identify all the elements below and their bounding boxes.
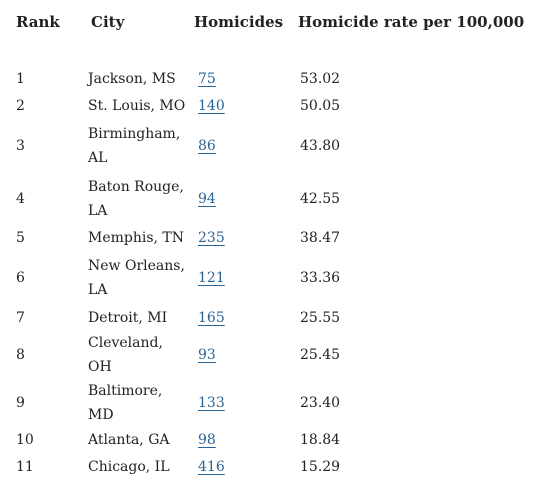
homicides-cell: 416: [187, 454, 295, 480]
table-row: 6 New Orleans, LA 121 33.36: [0, 252, 543, 305]
homicides-cell: 86: [187, 119, 295, 172]
homicides-link[interactable]: 86: [198, 138, 216, 154]
table-row: 7 Detroit, MI 165 25.55: [0, 305, 543, 332]
homicides-cell: 94: [187, 172, 295, 225]
rank-cell: 3: [0, 119, 72, 172]
city-cell: New Orleans, LA: [72, 252, 187, 305]
city-cell: Jackson, MS: [72, 66, 187, 93]
city-cell: Birmingham, AL: [72, 119, 187, 172]
homicides-link[interactable]: 235: [198, 230, 225, 246]
homicides-link[interactable]: 133: [198, 395, 225, 411]
rank-cell: 9: [0, 379, 72, 427]
rate-cell: 25.45: [295, 331, 543, 379]
rate-cell: 38.47: [295, 225, 543, 252]
table-row: 5 Memphis, TN 235 38.47: [0, 225, 543, 252]
table-row: 11 Chicago, IL 416 15.29: [0, 454, 543, 480]
city-column-header: City: [72, 0, 187, 53]
homicides-link[interactable]: 94: [198, 191, 216, 207]
homicides-column-header: Homicides: [187, 0, 295, 53]
rank-cell: 10: [0, 427, 72, 454]
homicides-link[interactable]: 416: [198, 459, 225, 475]
homicides-cell: 235: [187, 225, 295, 252]
rate-cell: 43.80: [295, 119, 543, 172]
homicides-cell: 98: [187, 427, 295, 454]
header-spacer: [0, 53, 543, 66]
city-cell: Baton Rouge, LA: [72, 172, 187, 225]
city-cell: Detroit, MI: [72, 305, 187, 332]
table-row: 8 Cleveland, OH 93 25.45: [0, 331, 543, 379]
table-row: 3 Birmingham, AL 86 43.80: [0, 119, 543, 172]
homicides-link[interactable]: 98: [198, 432, 216, 448]
rate-cell: 50.05: [295, 93, 543, 120]
homicides-cell: 93: [187, 331, 295, 379]
table-row: 1 Jackson, MS 75 53.02: [0, 66, 543, 93]
rank-cell: 2: [0, 93, 72, 120]
homicides-link[interactable]: 165: [198, 310, 225, 326]
rate-cell: 25.55: [295, 305, 543, 332]
rank-cell: 5: [0, 225, 72, 252]
homicides-link[interactable]: 121: [198, 270, 225, 286]
city-cell: Chicago, IL: [72, 454, 187, 480]
homicides-cell: 121: [187, 252, 295, 305]
city-cell: Memphis, TN: [72, 225, 187, 252]
header-row: Rank City Homicides Homicide rate per 10…: [0, 0, 543, 53]
city-cell: Cleveland, OH: [72, 331, 187, 379]
rank-cell: 7: [0, 305, 72, 332]
homicides-link[interactable]: 75: [198, 71, 216, 87]
rate-cell: 53.02: [295, 66, 543, 93]
table-row: 2 St. Louis, MO 140 50.05: [0, 93, 543, 120]
city-cell: St. Louis, MO: [72, 93, 187, 120]
rank-cell: 8: [0, 331, 72, 379]
homicides-cell: 140: [187, 93, 295, 120]
city-cell: Baltimore, MD: [72, 379, 187, 427]
city-cell: Atlanta, GA: [72, 427, 187, 454]
rank-cell: 1: [0, 66, 72, 93]
rate-column-header: Homicide rate per 100,000: [295, 0, 543, 53]
table-row: 4 Baton Rouge, LA 94 42.55: [0, 172, 543, 225]
rank-column-header: Rank: [0, 0, 72, 53]
rank-cell: 4: [0, 172, 72, 225]
rank-cell: 11: [0, 454, 72, 480]
table-row: 9 Baltimore, MD 133 23.40: [0, 379, 543, 427]
rank-cell: 6: [0, 252, 72, 305]
homicides-cell: 165: [187, 305, 295, 332]
rate-cell: 23.40: [295, 379, 543, 427]
rate-cell: 18.84: [295, 427, 543, 454]
table-row: 10 Atlanta, GA 98 18.84: [0, 427, 543, 454]
rate-cell: 15.29: [295, 454, 543, 480]
homicides-cell: 133: [187, 379, 295, 427]
homicides-link[interactable]: 140: [198, 98, 225, 114]
rate-cell: 33.36: [295, 252, 543, 305]
homicides-link[interactable]: 93: [198, 347, 216, 363]
homicides-cell: 75: [187, 66, 295, 93]
rate-cell: 42.55: [295, 172, 543, 225]
